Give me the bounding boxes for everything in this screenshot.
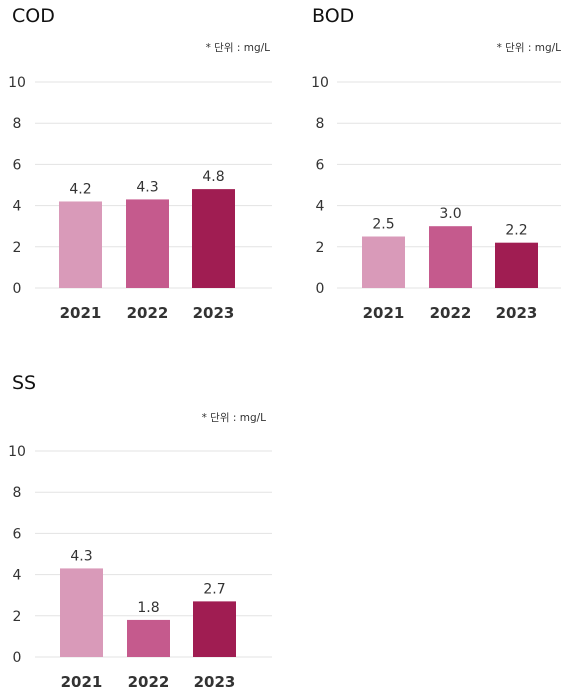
y-tick-label: 0 bbox=[316, 281, 325, 297]
bar-2022 bbox=[127, 619, 170, 657]
bar-2022 bbox=[126, 199, 169, 288]
data-label: 4.3 bbox=[136, 179, 158, 195]
y-tick-label: 6 bbox=[13, 157, 22, 173]
data-label: 2.2 bbox=[505, 223, 527, 239]
chart-bod: BOD * 단위 : mg/L 0 2 4 6 8 10 2.5 2021 3.0 2022 2.2 20… bbox=[311, 5, 561, 322]
chart-title: SS bbox=[12, 372, 36, 394]
bar-2021 bbox=[60, 568, 103, 657]
data-label: 4.8 bbox=[202, 169, 224, 185]
chart-title: COD bbox=[12, 5, 55, 27]
x-tick-label: 2023 bbox=[194, 673, 236, 691]
bar-2021 bbox=[362, 236, 405, 288]
y-tick-label: 6 bbox=[316, 157, 325, 173]
x-tick-label: 2022 bbox=[128, 673, 170, 691]
chart-ss: SS * 단위 : mg/L 0 2 4 6 8 10 4.3 2021 1.8 2022 2.7 202… bbox=[8, 372, 272, 691]
chart-title: BOD bbox=[312, 5, 354, 27]
x-tick-label: 2023 bbox=[496, 304, 538, 322]
data-label: 2.5 bbox=[372, 217, 394, 233]
bar-2023 bbox=[192, 189, 235, 288]
x-tick-label: 2022 bbox=[430, 304, 472, 322]
y-tick-label: 8 bbox=[316, 116, 325, 132]
unit-note: * 단위 : mg/L bbox=[202, 411, 267, 424]
y-tick-label: 8 bbox=[13, 116, 22, 132]
y-tick-label: 6 bbox=[13, 526, 22, 542]
y-tick-label: 0 bbox=[13, 281, 22, 297]
x-tick-label: 2023 bbox=[193, 304, 235, 322]
x-tick-label: 2021 bbox=[60, 304, 102, 322]
bar-2021 bbox=[59, 201, 102, 288]
y-tick-label: 0 bbox=[13, 650, 22, 666]
y-tick-label: 10 bbox=[8, 75, 26, 91]
data-label: 1.8 bbox=[137, 600, 159, 616]
y-tick-label: 8 bbox=[13, 485, 22, 501]
x-tick-label: 2021 bbox=[61, 673, 103, 691]
y-tick-label: 2 bbox=[13, 609, 22, 625]
data-label: 3.0 bbox=[439, 206, 461, 222]
y-tick-label: 10 bbox=[311, 75, 329, 91]
y-tick-label: 4 bbox=[13, 568, 22, 584]
y-tick-label: 4 bbox=[13, 199, 22, 215]
y-tick-label: 2 bbox=[13, 240, 22, 256]
data-label: 4.2 bbox=[69, 181, 91, 197]
unit-note: * 단위 : mg/L bbox=[497, 41, 562, 54]
x-tick-label: 2022 bbox=[127, 304, 169, 322]
y-tick-label: 2 bbox=[316, 240, 325, 256]
chart-cod: COD * 단위 : mg/L 0 2 4 6 8 10 4.2 2021 4.3 2022 4.8 20… bbox=[8, 5, 272, 322]
data-label: 4.3 bbox=[70, 548, 92, 564]
bar-2022 bbox=[429, 226, 472, 288]
bar-2023 bbox=[495, 242, 538, 288]
unit-note: * 단위 : mg/L bbox=[206, 41, 271, 54]
x-tick-label: 2021 bbox=[363, 304, 405, 322]
y-tick-label: 4 bbox=[316, 199, 325, 215]
bar-2023 bbox=[193, 601, 236, 657]
y-tick-label: 10 bbox=[8, 444, 26, 460]
data-label: 2.7 bbox=[203, 581, 225, 597]
